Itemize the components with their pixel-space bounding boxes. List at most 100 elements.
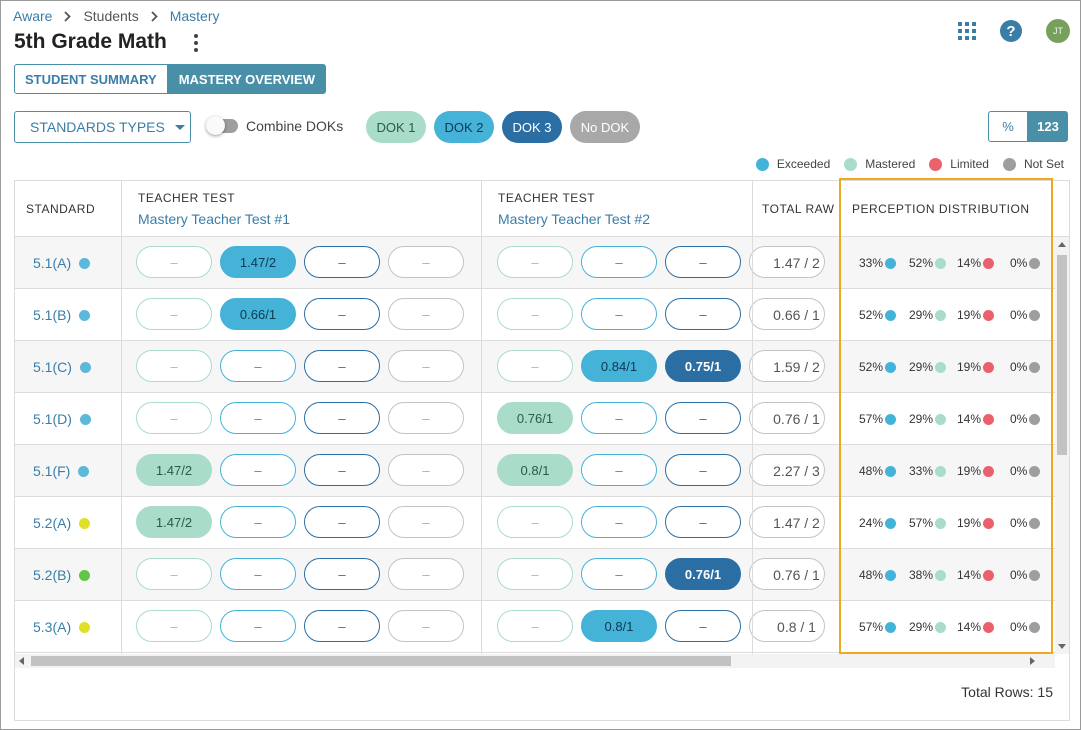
scroll-up-icon[interactable]	[1058, 242, 1066, 247]
score-pill[interactable]: –	[136, 558, 212, 590]
breadcrumb-students[interactable]: Students	[83, 8, 139, 24]
score-pill[interactable]: –	[304, 402, 380, 434]
score-pill[interactable]: –	[304, 298, 380, 330]
dok1-chip[interactable]: DOK 1	[366, 111, 426, 143]
score-pill[interactable]: –	[581, 402, 657, 434]
breadcrumb-aware[interactable]: Aware	[13, 8, 53, 24]
score-pill-partial[interactable]	[749, 246, 825, 278]
score-pill[interactable]: –	[388, 246, 464, 278]
score-pill[interactable]: –	[497, 610, 573, 642]
score-pill[interactable]: –	[388, 454, 464, 486]
scroll-left-icon[interactable]	[19, 657, 24, 665]
score-pill[interactable]: –	[304, 558, 380, 590]
score-pill[interactable]: –	[220, 402, 296, 434]
breadcrumb-mastery[interactable]: Mastery	[169, 8, 220, 24]
score-pill[interactable]: –	[665, 454, 741, 486]
tab-mastery-overview[interactable]: MASTERY OVERVIEW	[167, 64, 326, 94]
combine-doks-toggle[interactable]	[206, 116, 238, 135]
test-name-link[interactable]: Mastery Teacher Test #2	[498, 211, 651, 227]
percent-button[interactable]: %	[988, 111, 1028, 142]
test-name-link[interactable]: Mastery Teacher Test #1	[138, 211, 291, 227]
horizontal-scrollbar[interactable]	[15, 654, 1055, 668]
score-pill[interactable]: –	[581, 246, 657, 278]
scroll-down-icon[interactable]	[1058, 644, 1066, 649]
help-icon[interactable]: ?	[1000, 20, 1022, 42]
score-pill-partial[interactable]	[749, 298, 825, 330]
score-pill[interactable]: –	[497, 506, 573, 538]
score-pill[interactable]: –	[497, 350, 573, 382]
score-pill[interactable]: –	[581, 506, 657, 538]
score-pill[interactable]: –	[304, 610, 380, 642]
scroll-thumb[interactable]	[31, 656, 731, 666]
score-pill[interactable]: –	[304, 454, 380, 486]
score-pill[interactable]: –	[388, 610, 464, 642]
score-pill-partial[interactable]	[749, 506, 825, 538]
score-pill[interactable]: 0.76/1	[665, 558, 741, 590]
score-pill[interactable]: –	[136, 246, 212, 278]
score-pill[interactable]: –	[388, 298, 464, 330]
raw-score-button[interactable]: 123	[1028, 111, 1068, 142]
score-pill-partial[interactable]	[749, 610, 825, 642]
standard-link[interactable]: 5.1(A)	[33, 237, 91, 289]
score-pill[interactable]: –	[665, 610, 741, 642]
score-pill[interactable]: –	[497, 246, 573, 278]
score-pill[interactable]: –	[497, 558, 573, 590]
score-pill[interactable]: –	[220, 610, 296, 642]
score-pill[interactable]: –	[665, 402, 741, 434]
score-pill[interactable]: –	[220, 350, 296, 382]
score-pill[interactable]: –	[304, 246, 380, 278]
scroll-thumb[interactable]	[1057, 255, 1067, 455]
score-pill[interactable]: 0.84/1	[581, 350, 657, 382]
score-pill[interactable]: –	[497, 298, 573, 330]
score-pill-partial[interactable]	[749, 558, 825, 590]
score-pill[interactable]: –	[388, 558, 464, 590]
score-pill[interactable]: –	[665, 246, 741, 278]
standard-link[interactable]: 5.3(A)	[33, 601, 91, 653]
score-pill[interactable]: 1.47/2	[136, 506, 212, 538]
score-pill[interactable]: 0.76/1	[497, 402, 573, 434]
score-pill[interactable]: –	[388, 350, 464, 382]
score-pill[interactable]: 1.47/2	[220, 246, 296, 278]
score-pill[interactable]: –	[581, 558, 657, 590]
tab-student-summary[interactable]: STUDENT SUMMARY	[14, 64, 168, 94]
score-pill[interactable]: –	[136, 298, 212, 330]
score-pill-partial[interactable]	[749, 402, 825, 434]
standard-link[interactable]: 5.1(B)	[33, 289, 91, 341]
standards-types-dropdown[interactable]: STANDARDS TYPES	[14, 111, 191, 143]
score-pill[interactable]: –	[304, 506, 380, 538]
standard-column-header[interactable]: STANDARD	[26, 181, 126, 237]
total-raw-column-header[interactable]: TOTAL RAW	[762, 181, 852, 237]
score-pill[interactable]: –	[220, 558, 296, 590]
dok2-chip[interactable]: DOK 2	[434, 111, 494, 143]
score-pill[interactable]: –	[304, 350, 380, 382]
score-pill-partial[interactable]	[749, 454, 825, 486]
score-pill[interactable]: –	[220, 506, 296, 538]
score-pill[interactable]: –	[665, 506, 741, 538]
standard-link[interactable]: 5.1(F)	[33, 445, 90, 497]
score-pill[interactable]: –	[388, 402, 464, 434]
standard-link[interactable]: 5.1(C)	[33, 341, 91, 393]
score-pill[interactable]: –	[581, 454, 657, 486]
score-pill[interactable]: –	[665, 298, 741, 330]
scroll-right-icon[interactable]	[1030, 657, 1035, 665]
dok3-chip[interactable]: DOK 3	[502, 111, 562, 143]
no-dok-chip[interactable]: No DOK	[570, 111, 640, 143]
standard-link[interactable]: 5.2(B)	[33, 549, 91, 601]
standard-link[interactable]: 5.1(D)	[33, 393, 91, 445]
score-pill[interactable]: 0.8/1	[497, 454, 573, 486]
standard-link[interactable]: 5.2(A)	[33, 497, 91, 549]
score-pill[interactable]: –	[136, 350, 212, 382]
avatar[interactable]: JT	[1046, 19, 1070, 43]
score-pill-partial[interactable]	[749, 350, 825, 382]
score-pill[interactable]: –	[581, 298, 657, 330]
vertical-scrollbar[interactable]	[1055, 237, 1069, 654]
score-pill[interactable]: 0.66/1	[220, 298, 296, 330]
score-pill[interactable]: –	[136, 610, 212, 642]
score-pill[interactable]: –	[136, 402, 212, 434]
more-options-icon[interactable]	[191, 34, 201, 52]
score-pill[interactable]: 0.75/1	[665, 350, 741, 382]
perception-column-header[interactable]: PERCEPTION DISTRIBUTION	[852, 181, 1052, 237]
score-pill[interactable]: 0.8/1	[581, 610, 657, 642]
score-pill[interactable]: –	[388, 506, 464, 538]
score-pill[interactable]: –	[220, 454, 296, 486]
